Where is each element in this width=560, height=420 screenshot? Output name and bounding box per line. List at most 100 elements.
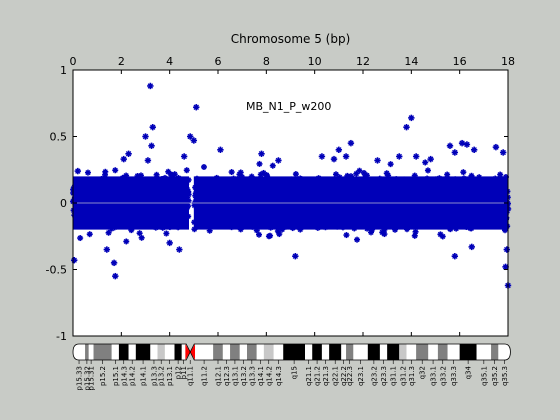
band-label: q12.3 <box>223 366 231 386</box>
data-point <box>102 171 109 178</box>
ideogram-band <box>150 344 158 360</box>
data-point <box>217 146 224 153</box>
data-point <box>468 243 475 251</box>
ideogram-band <box>329 344 342 360</box>
data-point <box>166 239 173 247</box>
band-label: p15.2 <box>99 366 107 386</box>
x-tick-label: 10 <box>308 55 322 68</box>
data-point <box>318 153 326 160</box>
band-label: p15.31 <box>88 366 96 390</box>
data-point <box>105 229 112 236</box>
band-label: q31.3 <box>408 366 416 386</box>
y-tick-label: 0 <box>60 197 67 210</box>
y-tick-label: 0.5 <box>50 131 68 144</box>
data-point <box>258 150 265 157</box>
data-point <box>147 82 154 90</box>
data-point <box>424 167 431 174</box>
data-point <box>112 167 119 174</box>
band-label: q21.2 <box>314 366 322 386</box>
data-point <box>292 253 299 260</box>
sample-label: MB_N1_P_w200 <box>246 100 331 113</box>
ideogram-band <box>305 344 313 360</box>
data-point <box>439 233 446 240</box>
band-label: q33.2 <box>439 366 447 386</box>
ideogram-band <box>88 344 94 360</box>
band-label: q34 <box>465 365 473 379</box>
chart-title: Chromosome 5 (bp) <box>231 32 351 46</box>
data-point <box>74 167 82 175</box>
band-label: q13.2 <box>240 366 248 386</box>
band-label: q22.1 <box>332 366 340 386</box>
ideogram-band <box>213 344 223 360</box>
data-point <box>356 167 363 174</box>
data-point <box>342 153 350 160</box>
ideogram-band <box>353 344 368 360</box>
ideogram-band <box>230 344 240 360</box>
x-tick-label: 12 <box>356 55 370 68</box>
band-label: q32 <box>419 366 427 379</box>
data-point <box>347 139 355 147</box>
data-point <box>256 231 263 238</box>
band-label: p15.33 <box>76 366 84 390</box>
ideogram-band <box>157 344 165 360</box>
data-point <box>269 162 276 169</box>
data-point <box>200 163 207 170</box>
x-axis-top: 0 2 4 6 8 10 12 14 16 18 <box>70 55 515 336</box>
data-point <box>408 114 415 122</box>
ideogram-band <box>73 344 86 360</box>
data-point <box>77 235 84 242</box>
band-label: q23.1 <box>357 366 365 386</box>
ideogram-band <box>406 344 417 360</box>
x-tick-label: 2 <box>118 55 125 68</box>
data-point <box>148 142 155 150</box>
ideogram-band <box>195 344 214 360</box>
x-tick-label: 6 <box>215 55 222 68</box>
band-label: q31.1 <box>390 366 398 386</box>
band-label: q33.1 <box>430 366 438 386</box>
data-point <box>123 238 130 245</box>
ideogram-band <box>459 344 477 360</box>
data-point <box>112 272 119 280</box>
band-label: q22.3 <box>346 366 354 386</box>
data-point <box>335 146 343 153</box>
ideogram-band <box>491 344 499 360</box>
data-point <box>499 149 507 156</box>
band-label: q15 <box>291 366 299 379</box>
data-point <box>144 157 152 164</box>
band-label: q13.3 <box>248 366 256 386</box>
data-point <box>381 231 388 238</box>
data-point <box>110 259 118 267</box>
ideogram-band <box>164 344 175 360</box>
ideogram-band <box>498 344 511 360</box>
y-tick-label: -1 <box>56 330 67 343</box>
x-tick-label: 18 <box>501 55 515 68</box>
data-point <box>187 133 194 140</box>
data-point <box>460 169 467 176</box>
ideogram-band <box>437 344 448 360</box>
data-point <box>403 123 410 131</box>
data-point <box>451 253 459 260</box>
band-label: q12.1 <box>215 366 223 386</box>
band-label: p12 <box>175 366 183 379</box>
y-tick-label: -0.5 <box>46 264 67 277</box>
band-label: q11.2 <box>201 366 209 386</box>
band-label: p15.32 <box>83 366 91 390</box>
x-tick-label: 14 <box>404 55 418 68</box>
ideogram-band <box>346 344 354 360</box>
data-point <box>163 230 170 237</box>
ideogram-band <box>174 344 182 360</box>
band-label: q35.2 <box>491 366 499 386</box>
band-label: q23.2 <box>370 366 378 386</box>
data-point <box>180 153 188 160</box>
band-label: q21.3 <box>322 366 330 386</box>
data-point <box>292 171 299 178</box>
ideogram-band <box>283 344 305 360</box>
ideogram-band <box>128 344 136 360</box>
x-tick-label: 0 <box>70 55 77 68</box>
data-point <box>125 150 132 157</box>
ideogram-band <box>93 344 112 360</box>
ideogram-band <box>256 344 264 360</box>
data-point <box>149 123 156 131</box>
